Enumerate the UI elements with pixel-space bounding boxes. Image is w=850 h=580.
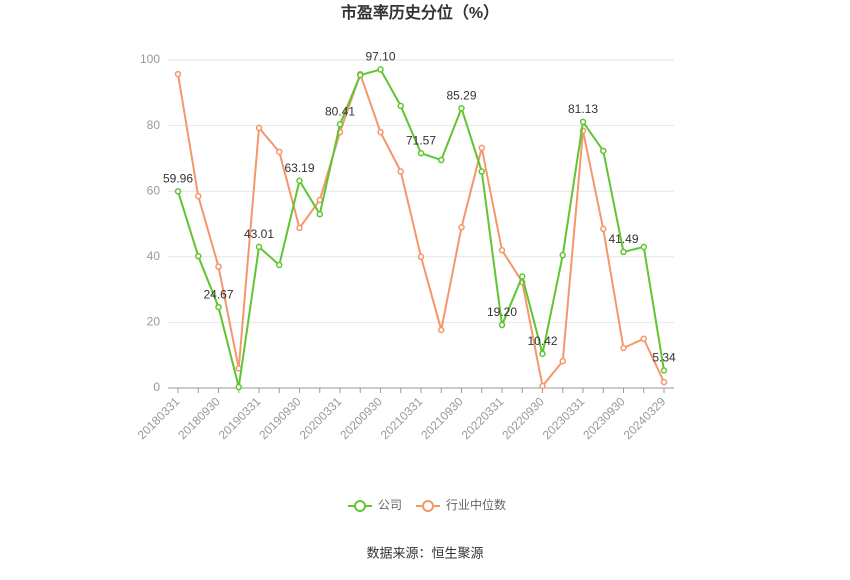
x-tick-label: 20200331: [297, 394, 345, 442]
data-label: 43.01: [244, 227, 274, 241]
data-label: 80.41: [325, 104, 355, 118]
point: [600, 225, 607, 233]
point: [336, 121, 344, 128]
x-tick-label: 20240329: [621, 394, 669, 442]
point: [458, 104, 465, 112]
point: [255, 124, 263, 132]
point: [498, 321, 506, 329]
point: [478, 168, 485, 175]
point: [660, 378, 668, 386]
point: [478, 144, 485, 152]
point: [316, 196, 323, 204]
x-tick-label: 20230331: [540, 394, 588, 442]
point: [620, 344, 627, 352]
point: [559, 251, 566, 259]
x-tick-label: 20190331: [216, 394, 264, 442]
point: [296, 224, 303, 232]
chart-title: 市盈率历史分位（%）: [341, 3, 499, 22]
point: [215, 263, 222, 270]
legend-marker: [422, 500, 434, 512]
point: [417, 253, 425, 261]
point: [195, 192, 202, 200]
data-label: 71.57: [406, 133, 436, 147]
data-label: 19.20: [487, 305, 517, 319]
point: [417, 150, 425, 157]
point: [640, 335, 647, 343]
y-tick-label: 40: [147, 249, 161, 263]
point: [235, 383, 242, 391]
point: [498, 246, 506, 254]
point: [276, 148, 283, 156]
point: [539, 350, 546, 358]
point: [600, 147, 607, 155]
data-label: 24.67: [203, 287, 233, 301]
x-tick-label: 20210331: [378, 394, 426, 442]
data-label: 59.96: [163, 172, 193, 186]
point: [397, 102, 404, 110]
legend-label: 行业中位数: [446, 497, 506, 512]
point: [255, 243, 263, 251]
point: [296, 177, 303, 184]
point: [377, 128, 384, 136]
point: [660, 367, 668, 374]
y-tick-label: 100: [140, 52, 160, 66]
data-label: 63.19: [284, 161, 314, 175]
y-tick-label: 80: [147, 118, 161, 132]
data-label: 5.34: [652, 351, 676, 365]
legend-label: 公司: [378, 498, 402, 512]
point: [397, 168, 404, 175]
point: [640, 243, 647, 251]
x-tick-label: 20220930: [499, 394, 547, 442]
point: [579, 118, 587, 126]
point: [539, 382, 546, 390]
point: [438, 326, 445, 334]
data-label: 41.49: [608, 232, 638, 246]
y-tick-label: 0: [153, 380, 160, 394]
point: [195, 252, 202, 260]
legend-marker: [354, 500, 366, 512]
point: [174, 188, 182, 195]
y-tick-label: 20: [147, 315, 161, 329]
data-label: 81.13: [568, 102, 598, 116]
point: [377, 66, 384, 73]
x-tick-label: 20210930: [418, 394, 466, 442]
y-tick-label: 60: [147, 183, 161, 197]
point: [357, 71, 364, 79]
point: [215, 303, 222, 311]
x-tick-label: 20180930: [175, 394, 223, 442]
x-tick-label: 20180331: [135, 394, 183, 442]
data-label: 10.42: [527, 334, 557, 348]
data-label: 85.29: [446, 88, 476, 102]
point: [519, 273, 526, 280]
point: [458, 224, 465, 231]
x-tick-label: 20200930: [337, 394, 385, 442]
point: [620, 248, 627, 256]
source: 数据来源：恒生聚源: [366, 545, 483, 560]
point: [559, 357, 566, 365]
point: [276, 261, 283, 269]
x-tick-label: 20220331: [459, 394, 507, 442]
x-tick-label: 20190930: [256, 394, 304, 442]
data-label: 97.10: [365, 50, 395, 64]
point: [316, 210, 323, 218]
point: [174, 70, 182, 78]
point: [438, 156, 445, 164]
x-tick-label: 20230930: [580, 394, 628, 442]
